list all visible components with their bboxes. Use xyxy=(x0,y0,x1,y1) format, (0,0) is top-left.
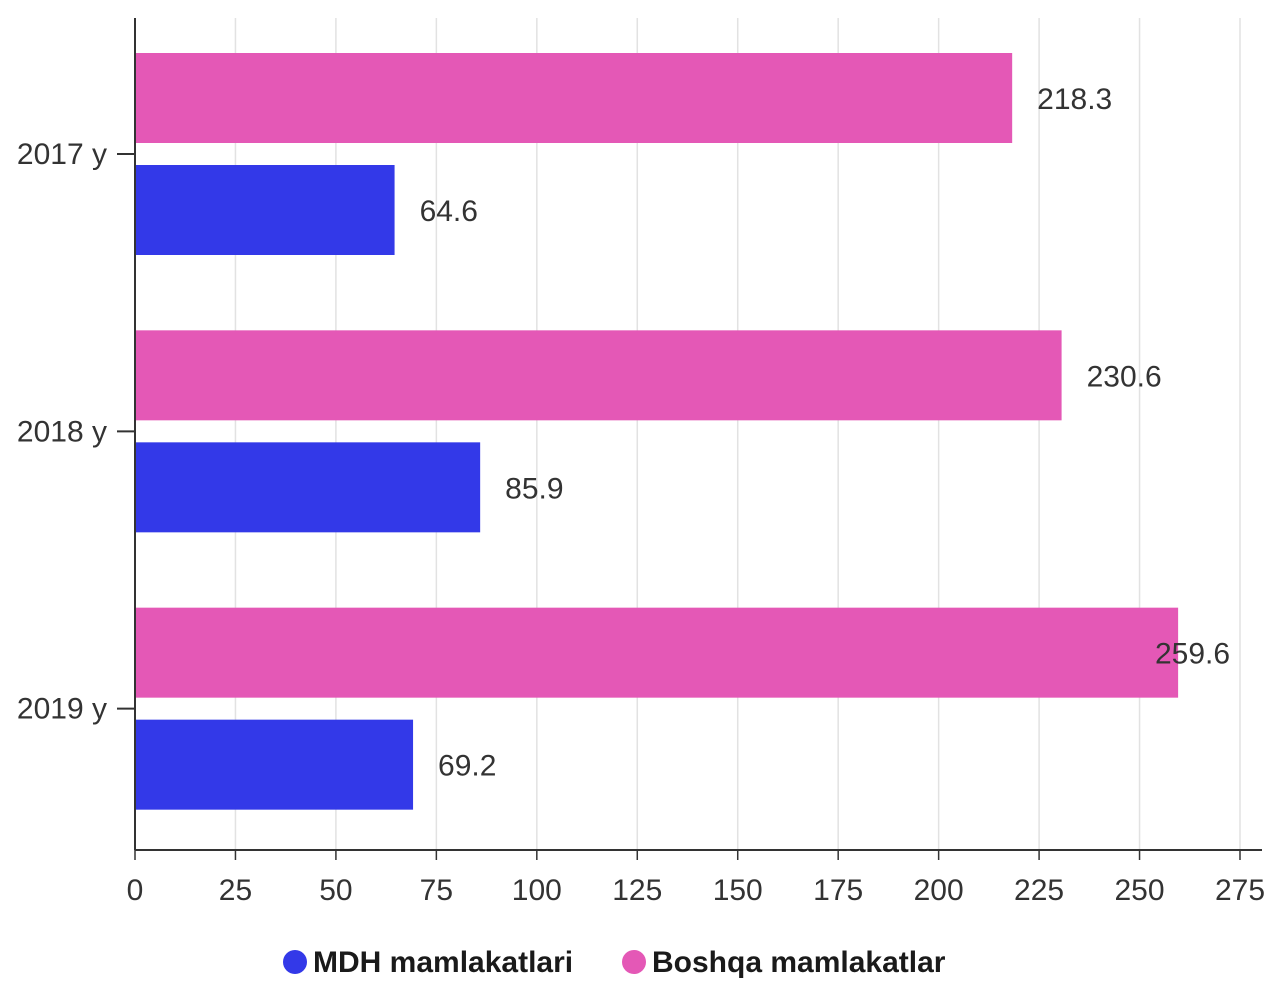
x-tick-label: 100 xyxy=(512,874,562,907)
x-tick-label: 175 xyxy=(813,874,863,907)
x-tick-label: 50 xyxy=(319,874,352,907)
x-tick-label: 125 xyxy=(612,874,662,907)
legend-swatch xyxy=(283,950,307,974)
bar-value-label: 85.9 xyxy=(505,472,563,505)
bar-value-label: 259.6 xyxy=(1155,638,1230,671)
bar xyxy=(135,165,395,255)
y-category-label: 2018 y xyxy=(17,415,107,448)
legend-swatch xyxy=(622,950,646,974)
legend: MDH mamlakatlari Boshqa mamlakatlar xyxy=(283,946,946,979)
y-category-label: 2019 y xyxy=(17,693,107,726)
bar xyxy=(135,53,1013,143)
bar-value-label: 64.6 xyxy=(420,195,478,228)
x-tick-label: 25 xyxy=(219,874,252,907)
bar xyxy=(135,607,1179,698)
bar-value-label: 218.3 xyxy=(1037,83,1112,116)
x-tick-label: 225 xyxy=(1014,874,1064,907)
bars xyxy=(135,53,1179,810)
grid-lines xyxy=(234,18,1241,850)
bar-value-label: 69.2 xyxy=(438,750,496,783)
axes: 0 25 50 75 100 125 150 175 200 225 250 275 2017 y 201… xyxy=(17,18,1265,907)
bar xyxy=(135,330,1062,421)
y-category-label: 2017 y xyxy=(17,138,107,171)
x-tick-label: 75 xyxy=(420,874,453,907)
legend-label: MDH mamlakatlari xyxy=(313,946,573,979)
bar xyxy=(135,442,481,533)
x-tick-label: 150 xyxy=(713,874,763,907)
x-tick-label: 200 xyxy=(914,874,964,907)
bar-value-label: 230.6 xyxy=(1087,360,1162,393)
bar xyxy=(135,719,414,810)
legend-label: Boshqa mamlakatlar xyxy=(652,946,946,979)
x-tick-label: 250 xyxy=(1115,874,1165,907)
x-tick-label: 0 xyxy=(127,874,144,907)
x-tick-label: 275 xyxy=(1215,874,1265,907)
data-labels: 218.3 64.6 230.6 85.9 259.6 69.2 xyxy=(420,83,1231,783)
